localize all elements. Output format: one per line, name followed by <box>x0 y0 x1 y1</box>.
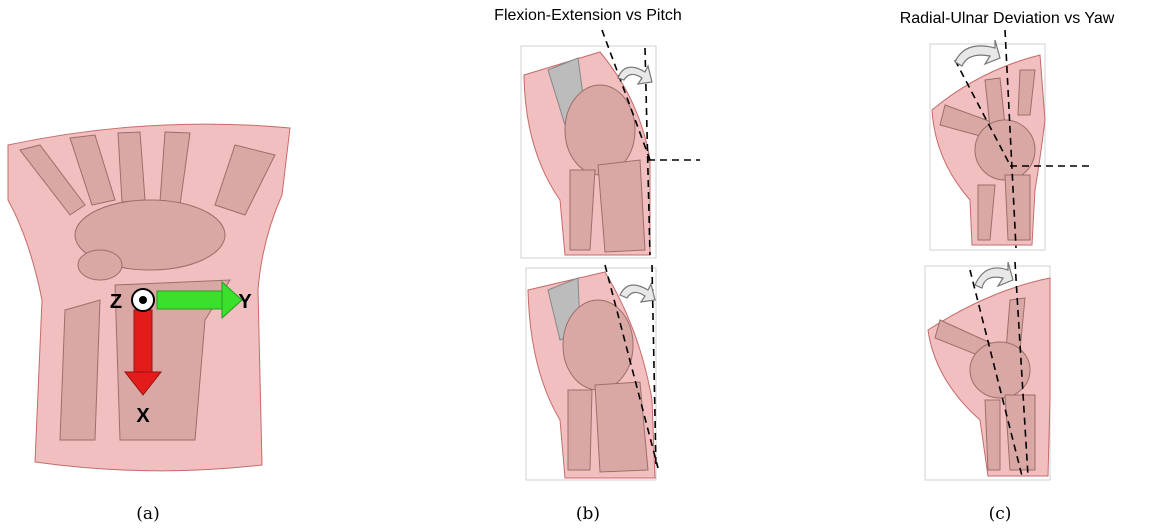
bone <box>598 160 645 252</box>
page: {"panels": [ {"caption": "(a)", "axes": … <box>0 0 1166 529</box>
rotation-arrow <box>620 284 655 302</box>
axis-label: X <box>136 405 150 427</box>
axis-label: Z <box>110 291 122 313</box>
caption: (c) <box>989 504 1012 524</box>
bone <box>1005 395 1035 470</box>
panel-title: Flexion-Extension vs Pitch <box>494 7 682 24</box>
caption: (b) <box>576 504 600 524</box>
caption: (a) <box>136 504 159 524</box>
rotation-arrow <box>618 66 652 84</box>
y-axis-arrow <box>157 291 227 309</box>
panel-title: Radial-Ulnar Deviation vs Yaw <box>900 10 1115 27</box>
panel-c: Radial-Ulnar Deviation vs Yaw (c) <box>900 10 1115 524</box>
bone <box>595 382 648 472</box>
bone <box>1005 175 1030 240</box>
panel-a: Z Y X (a) <box>8 124 290 524</box>
bone <box>985 400 1000 470</box>
bone <box>118 132 145 202</box>
z-axis-dot <box>139 296 147 304</box>
bone <box>563 300 633 390</box>
panel-b: Flexion-Extension vs Pitch (b) <box>494 7 700 524</box>
bone <box>78 250 122 280</box>
bone <box>975 120 1035 180</box>
bone <box>60 300 100 440</box>
axis-label: Y <box>238 291 252 313</box>
bone <box>568 390 592 470</box>
figure: Z Y X (a) Flexion-Extension vs Pitch (b)… <box>0 0 1166 529</box>
bone <box>570 170 595 250</box>
x-axis-arrow <box>134 310 152 375</box>
